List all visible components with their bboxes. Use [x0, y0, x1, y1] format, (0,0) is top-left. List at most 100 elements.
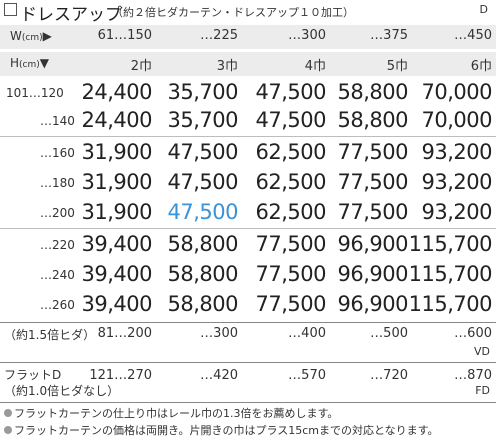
title-row: ドレスアップ （約２倍ヒダカーテン・ドレスアップ１０加工） D — [2, 0, 494, 25]
row-divider — [0, 136, 496, 137]
bullet-icon — [4, 426, 12, 434]
fd-code: FD — [475, 384, 490, 397]
vd-code: VD — [474, 345, 490, 358]
price-cell: 115,700 — [408, 292, 493, 316]
price-cell: 58,800 — [167, 232, 239, 256]
price-cell: 62,500 — [255, 170, 327, 194]
width-range: …225 — [200, 28, 238, 43]
fd-label: フラットD — [4, 368, 62, 382]
price-cell: 96,900 — [337, 262, 409, 286]
price-cell: 77,500 — [255, 232, 327, 256]
price-cell: 47,500 — [255, 108, 327, 132]
vd-width-range: …300 — [200, 326, 238, 341]
panel-width: 6巾 — [470, 59, 492, 74]
panel-width: 4巾 — [304, 59, 326, 74]
checkbox-square-icon — [4, 3, 17, 16]
height-axis-label: H(cm)▼ — [10, 56, 50, 70]
product-code: D — [479, 3, 488, 16]
price-cell: 62,500 — [255, 140, 327, 164]
price-cell: 96,900 — [337, 232, 409, 256]
section-divider — [0, 402, 496, 403]
price-cell: 39,400 — [81, 262, 153, 286]
width-range: …300 — [288, 28, 326, 43]
panel-width: 5巾 — [386, 59, 408, 74]
vd-section: （約1.5倍ヒダ） 81…200 …300 …400 …500 …600 VD — [0, 324, 496, 364]
price-cell: 96,900 — [337, 292, 409, 316]
panel-width: 3巾 — [216, 59, 238, 74]
table-row: …220 39,400 58,800 77,500 96,900 115,700 — [0, 232, 496, 258]
page-subtitle: （約２倍ヒダカーテン・ドレスアップ１０加工） — [112, 6, 354, 19]
height-range: 101…120 — [6, 86, 64, 100]
vd-width-range: 81…200 — [97, 326, 152, 341]
fd-width-range: …420 — [200, 368, 238, 383]
height-range: …140 — [40, 114, 75, 128]
price-cell: 31,900 — [81, 200, 153, 224]
width-range: 61…150 — [97, 28, 152, 43]
table-row: …260 39,400 58,800 77,500 96,900 115,700 — [0, 292, 496, 318]
vd-width-range: …500 — [370, 326, 408, 341]
width-range: …375 — [370, 28, 408, 43]
vd-label: （約1.5倍ヒダ） — [4, 328, 96, 342]
price-cell: 58,800 — [167, 292, 239, 316]
price-cell: 31,900 — [81, 170, 153, 194]
vd-width-range: …600 — [454, 326, 492, 341]
panel-width: 2巾 — [130, 59, 152, 74]
highlighted-price-cell: 47,500 — [167, 200, 239, 224]
row-divider — [0, 228, 496, 229]
height-range: …220 — [40, 238, 75, 252]
section-divider — [0, 322, 496, 323]
price-cell: 58,800 — [337, 80, 409, 104]
table-row: 101…120 24,400 35,700 47,500 58,800 70,0… — [0, 80, 496, 106]
fd-width-range: 121…270 — [89, 368, 152, 383]
price-cell: 47,500 — [255, 80, 327, 104]
price-cell: 70,000 — [421, 108, 493, 132]
price-cell: 39,400 — [81, 232, 153, 256]
note-item: フラットカーテンの仕上り巾はレール巾の1.3倍をお薦めします。 — [4, 405, 338, 421]
width-header-row: W(cm)▶ 61…150 …225 …300 …375 …450 — [0, 25, 496, 49]
price-cell: 24,400 — [81, 108, 153, 132]
price-cell: 31,900 — [81, 140, 153, 164]
height-range: …160 — [40, 146, 75, 160]
height-range: …180 — [40, 176, 75, 190]
fd-section: フラットD （約1.0倍ヒダなし） 121…270 …420 …570 …720… — [0, 364, 496, 404]
fd-width-range: …720 — [370, 368, 408, 383]
price-cell: 115,700 — [408, 262, 493, 286]
price-cell: 39,400 — [81, 292, 153, 316]
price-cell: 77,500 — [337, 140, 409, 164]
table-row: …160 31,900 47,500 62,500 77,500 93,200 — [0, 140, 496, 166]
width-axis-label: W(cm)▶ — [10, 29, 52, 43]
price-cell: 58,800 — [337, 108, 409, 132]
price-cell: 77,500 — [255, 262, 327, 286]
price-cell: 77,500 — [255, 292, 327, 316]
price-cell: 93,200 — [421, 170, 493, 194]
height-header-row: H(cm)▼ 2巾 3巾 4巾 5巾 6巾 — [0, 52, 496, 76]
price-cell: 115,700 — [408, 232, 493, 256]
price-cell: 47,500 — [167, 140, 239, 164]
note-item: フラットカーテンの価格は両開き。片開きの巾はプラス15cmまでの対応となります。 — [4, 422, 439, 438]
price-cell: 62,500 — [255, 200, 327, 224]
price-cell: 93,200 — [421, 140, 493, 164]
page-title: ドレスアップ — [20, 5, 122, 25]
price-cell: 35,700 — [167, 108, 239, 132]
fd-sublabel: （約1.0倍ヒダなし） — [4, 384, 120, 398]
fd-width-range: …870 — [454, 368, 492, 383]
vd-width-range: …400 — [288, 326, 326, 341]
price-cell: 77,500 — [337, 170, 409, 194]
height-range: …240 — [40, 268, 75, 282]
price-cell: 24,400 — [81, 80, 153, 104]
price-cell: 77,500 — [337, 200, 409, 224]
price-cell: 35,700 — [167, 80, 239, 104]
width-range: …450 — [454, 28, 492, 43]
bullet-icon — [4, 409, 12, 417]
table-row: …200 31,900 47,500 62,500 77,500 93,200 — [0, 200, 496, 226]
price-cell: 47,500 — [167, 170, 239, 194]
table-row: …140 24,400 35,700 47,500 58,800 70,000 — [0, 108, 496, 134]
price-cell: 70,000 — [421, 80, 493, 104]
price-cell: 58,800 — [167, 262, 239, 286]
price-cell: 93,200 — [421, 200, 493, 224]
table-row: …240 39,400 58,800 77,500 96,900 115,700 — [0, 262, 496, 288]
fd-width-range: …570 — [288, 368, 326, 383]
table-row: …180 31,900 47,500 62,500 77,500 93,200 — [0, 170, 496, 196]
section-divider — [0, 362, 496, 363]
height-range: …260 — [40, 298, 75, 312]
